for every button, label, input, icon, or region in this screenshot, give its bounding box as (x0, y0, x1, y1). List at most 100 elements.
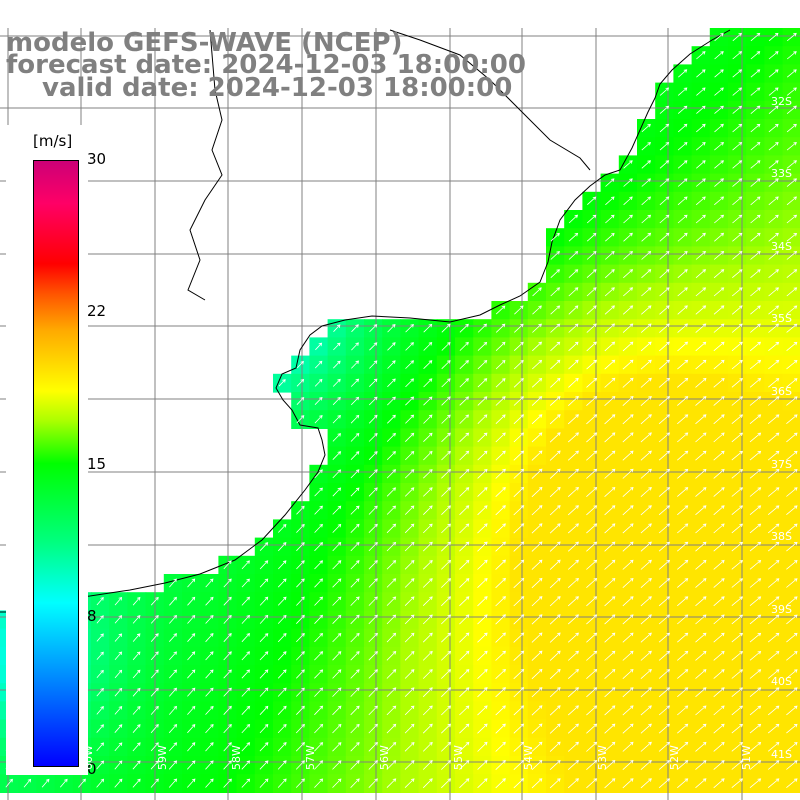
wind-arrow (513, 687, 525, 698)
wind-arrow (677, 505, 689, 516)
wind-arrow (768, 142, 779, 151)
wind-arrow (713, 541, 725, 552)
wind-arrow (750, 51, 761, 60)
wind-cell (746, 774, 765, 793)
wind-arrow (386, 451, 396, 461)
wind-arrow (5, 778, 13, 788)
wind-cell (691, 610, 711, 630)
wind-cell (436, 392, 456, 411)
wind-cell (728, 210, 747, 229)
wind-arrow (622, 759, 634, 770)
wind-arrow (586, 377, 598, 388)
wind-cell (618, 519, 638, 539)
wind-arrow (495, 523, 506, 534)
wind-arrow (604, 414, 616, 425)
wind-cell (436, 355, 456, 375)
wind-arrow (296, 396, 305, 405)
lat-label: 38S (771, 530, 792, 543)
wind-arrow (586, 341, 597, 352)
wind-arrow (767, 614, 780, 625)
wind-cell (564, 446, 583, 466)
wind-arrow (731, 359, 743, 370)
wind-cell (746, 519, 765, 539)
wind-arrow (677, 232, 688, 242)
wind-arrow (567, 760, 579, 770)
wind-arrow (495, 541, 506, 552)
wind-arrow (350, 487, 360, 497)
wind-arrow (695, 723, 707, 734)
wind-cell (655, 719, 674, 739)
wind-arrow (150, 596, 159, 606)
wind-cell (618, 774, 638, 793)
wind-cell (673, 264, 693, 284)
wind-arrow (350, 723, 360, 734)
wind-arrow (677, 778, 689, 789)
wind-cell (582, 501, 602, 520)
wind-cell (746, 483, 765, 502)
wind-cell (582, 701, 602, 721)
wind-arrow (459, 505, 470, 516)
wind-arrow (586, 596, 598, 607)
wind-arrow (568, 287, 579, 297)
wind-arrow (422, 578, 433, 588)
wind-arrow (459, 468, 470, 479)
wind-cell (728, 155, 747, 175)
wind-cell (182, 592, 201, 611)
wind-cell (564, 246, 583, 266)
wind-arrow (677, 305, 688, 315)
wind-arrow (350, 742, 360, 752)
wind-cell (600, 592, 620, 611)
wind-arrow (205, 651, 214, 661)
wind-cell (618, 410, 638, 429)
wind-arrow (786, 123, 797, 133)
wind-cell (564, 319, 583, 338)
wind-cell (345, 464, 365, 484)
wind-arrow (750, 178, 761, 187)
wind-cell (527, 628, 547, 648)
wind-arrow (549, 523, 561, 534)
wind-cell (764, 555, 784, 575)
wind-cell (18, 774, 37, 793)
wind-cell (746, 464, 765, 484)
wind-arrow (495, 741, 506, 752)
wind-arrow (696, 123, 706, 133)
wind-arrow (422, 614, 433, 625)
wind-arrow (495, 396, 506, 406)
wind-cell (764, 410, 784, 429)
wind-cell (655, 355, 674, 375)
wind-arrow (150, 742, 159, 752)
wind-cell (327, 537, 347, 557)
wind-arrow (241, 742, 251, 752)
wind-cell (637, 665, 656, 684)
wind-cell (309, 665, 329, 684)
wind-arrow (332, 596, 342, 606)
wind-arrow (604, 341, 616, 352)
wind-cell (709, 337, 729, 357)
wind-cell (691, 392, 711, 411)
wind-arrow (532, 359, 543, 370)
wind-cell (364, 774, 383, 793)
wind-cell (455, 555, 474, 575)
wind-cell (400, 519, 420, 539)
wind-cell (637, 228, 656, 247)
wind-arrow (714, 196, 725, 206)
wind-arrow (695, 687, 707, 698)
wind-arrow (622, 414, 634, 425)
wind-arrow (677, 323, 688, 333)
wind-cell (618, 646, 638, 666)
wind-cell (655, 410, 674, 429)
wind-arrow (640, 614, 652, 625)
wind-cell (709, 319, 729, 338)
wind-cell (691, 173, 711, 193)
wind-cell (709, 210, 729, 229)
wind-cell (728, 774, 747, 793)
wind-cell (182, 683, 201, 702)
wind-cell (746, 155, 765, 175)
wind-cell (709, 82, 729, 102)
wind-arrow (387, 414, 396, 424)
wind-cell (254, 537, 274, 557)
wind-arrow (241, 760, 251, 770)
lon-label: 58W (230, 745, 243, 770)
wind-arrow (714, 214, 725, 224)
wind-arrow (586, 723, 598, 734)
